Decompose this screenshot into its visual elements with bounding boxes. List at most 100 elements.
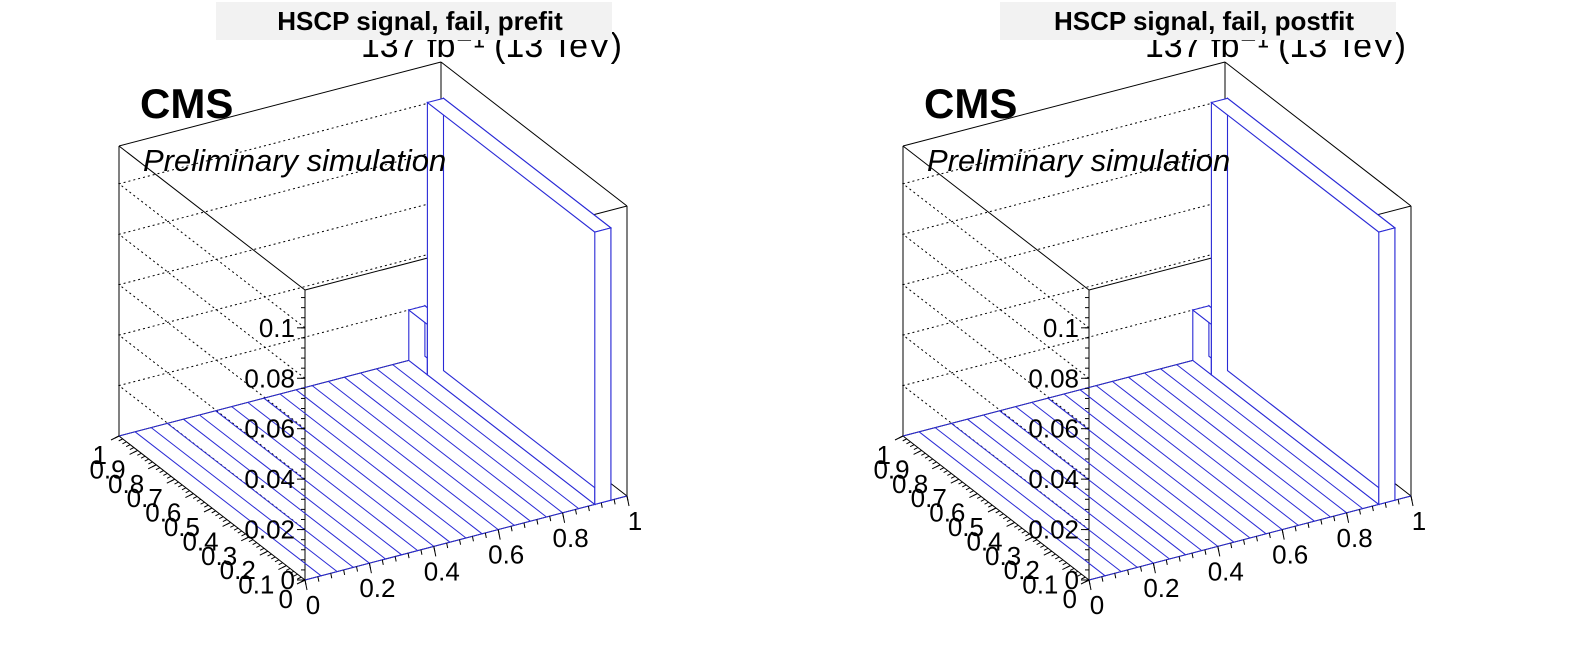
y-minor-tick xyxy=(909,444,915,448)
floor-bin-line xyxy=(1088,495,1412,581)
y-minor-tick xyxy=(233,527,239,531)
floor-bin-line xyxy=(183,418,370,564)
y-minor-tick xyxy=(271,556,276,560)
floor-bin-line xyxy=(950,423,1138,568)
y-minor-tick xyxy=(939,467,945,471)
x-minor-tick xyxy=(626,495,629,502)
y-minor-tick xyxy=(159,470,164,474)
y-minor-tick xyxy=(218,516,224,520)
x-tick-label: 0.2 xyxy=(1143,573,1179,603)
y-minor-tick xyxy=(293,573,298,577)
y-minor-tick xyxy=(950,475,956,479)
extra-label: Preliminary simulation xyxy=(143,143,446,178)
x-minor-tick xyxy=(356,566,359,572)
y-tick-label: 0.2 xyxy=(1004,555,1040,585)
x-minor-tick xyxy=(1217,546,1220,552)
y-minor-tick xyxy=(170,478,176,482)
floor-bin-line xyxy=(1079,389,1267,535)
x-tick-label: 1 xyxy=(628,506,642,536)
chart-title: HSCP signal, fail, prefit xyxy=(277,6,563,36)
floor-bin-line xyxy=(999,410,1186,556)
z-tick-label: 0.04 xyxy=(1028,464,1079,494)
lego-bar-front-face xyxy=(1378,227,1396,506)
x-minor-tick xyxy=(562,512,565,518)
floor-bin-line xyxy=(1031,402,1219,547)
y-minor-tick xyxy=(125,444,131,448)
x-minor-tick xyxy=(1384,502,1387,508)
x-tick-label: 0.2 xyxy=(359,573,395,603)
y-minor-tick xyxy=(1051,553,1056,557)
y-tick-label: 0.1 xyxy=(238,570,274,600)
top-right-edge xyxy=(1224,61,1412,207)
y-minor-tick xyxy=(207,507,213,511)
y-minor-tick xyxy=(267,553,272,557)
x-tick-label: 0.8 xyxy=(1337,523,1373,553)
y-tick-label: 0.3 xyxy=(201,541,237,571)
y-minor-tick xyxy=(137,452,142,456)
y-minor-tick xyxy=(278,562,283,566)
floor-bin-line xyxy=(1015,406,1203,551)
x-minor-tick xyxy=(1178,556,1181,562)
y-minor-tick xyxy=(215,513,220,517)
y-minor-tick xyxy=(980,498,986,502)
y-minor-tick xyxy=(163,472,168,476)
y-minor-tick xyxy=(995,510,1000,514)
y-tick-label: 0.2 xyxy=(220,555,256,585)
x-minor-tick xyxy=(420,549,423,555)
floor-bin-line xyxy=(134,431,322,577)
y-tick-label: 0.1 xyxy=(1022,570,1058,600)
z-tick-label: 0.08 xyxy=(244,363,295,393)
z-tick-label: 0.1 xyxy=(259,313,295,343)
x-tick-label: 0 xyxy=(1090,590,1104,620)
floor-bin-line xyxy=(1063,393,1251,539)
y-minor-tick xyxy=(237,530,242,534)
y-minor-tick xyxy=(924,455,930,459)
x-minor-tick xyxy=(523,522,526,528)
x-tick-label: 0.6 xyxy=(1272,540,1308,570)
y-minor-tick xyxy=(114,435,120,439)
floor-bin-line xyxy=(934,427,1122,572)
y-minor-tick xyxy=(1069,568,1075,571)
y-minor-tick xyxy=(1077,573,1082,577)
y-minor-tick xyxy=(973,493,978,497)
y-tick-label: 0.9 xyxy=(873,454,909,484)
x-minor-tick xyxy=(1371,505,1374,512)
x-minor-tick xyxy=(446,542,449,549)
y-minor-tick xyxy=(1073,570,1079,574)
y-minor-tick xyxy=(954,478,960,482)
y-minor-tick xyxy=(1043,547,1049,551)
x-tick-label: 0.4 xyxy=(424,556,460,586)
lego-bar-front-face xyxy=(594,227,612,506)
floor-bin-line xyxy=(902,351,1226,437)
x-minor-tick xyxy=(1294,526,1297,532)
y-minor-tick xyxy=(906,441,911,445)
y-minor-tick xyxy=(991,507,997,511)
floor-bin-line xyxy=(215,410,402,556)
y-minor-tick xyxy=(902,438,907,442)
top-back-edge xyxy=(902,61,1226,147)
x-minor-tick xyxy=(497,529,500,535)
y-tick-label: 0.5 xyxy=(164,512,200,542)
x-minor-tick xyxy=(1230,542,1233,549)
y-minor-tick xyxy=(969,490,974,494)
x-minor-tick xyxy=(1397,499,1400,505)
y-minor-tick xyxy=(148,461,153,465)
x-minor-tick xyxy=(600,502,603,508)
y-minor-tick xyxy=(140,455,146,459)
x-tick-label: 0.4 xyxy=(1208,556,1244,586)
x-minor-tick xyxy=(1410,495,1413,502)
y-tick-label: 0.8 xyxy=(108,469,144,499)
x-minor-tick xyxy=(613,499,616,505)
floor-bin-line xyxy=(231,406,419,551)
x-minor-tick xyxy=(1152,563,1155,569)
y-minor-tick xyxy=(928,458,933,462)
y-minor-tick xyxy=(151,464,157,468)
extra-label: Preliminary simulation xyxy=(927,143,1230,178)
x-minor-tick xyxy=(1346,512,1349,518)
y-minor-tick xyxy=(1017,527,1023,531)
x-minor-tick xyxy=(1204,549,1207,555)
y-minor-tick xyxy=(248,539,254,543)
y-minor-tick xyxy=(958,481,963,485)
floor-bin-line xyxy=(311,385,499,530)
x-minor-tick xyxy=(459,539,462,545)
